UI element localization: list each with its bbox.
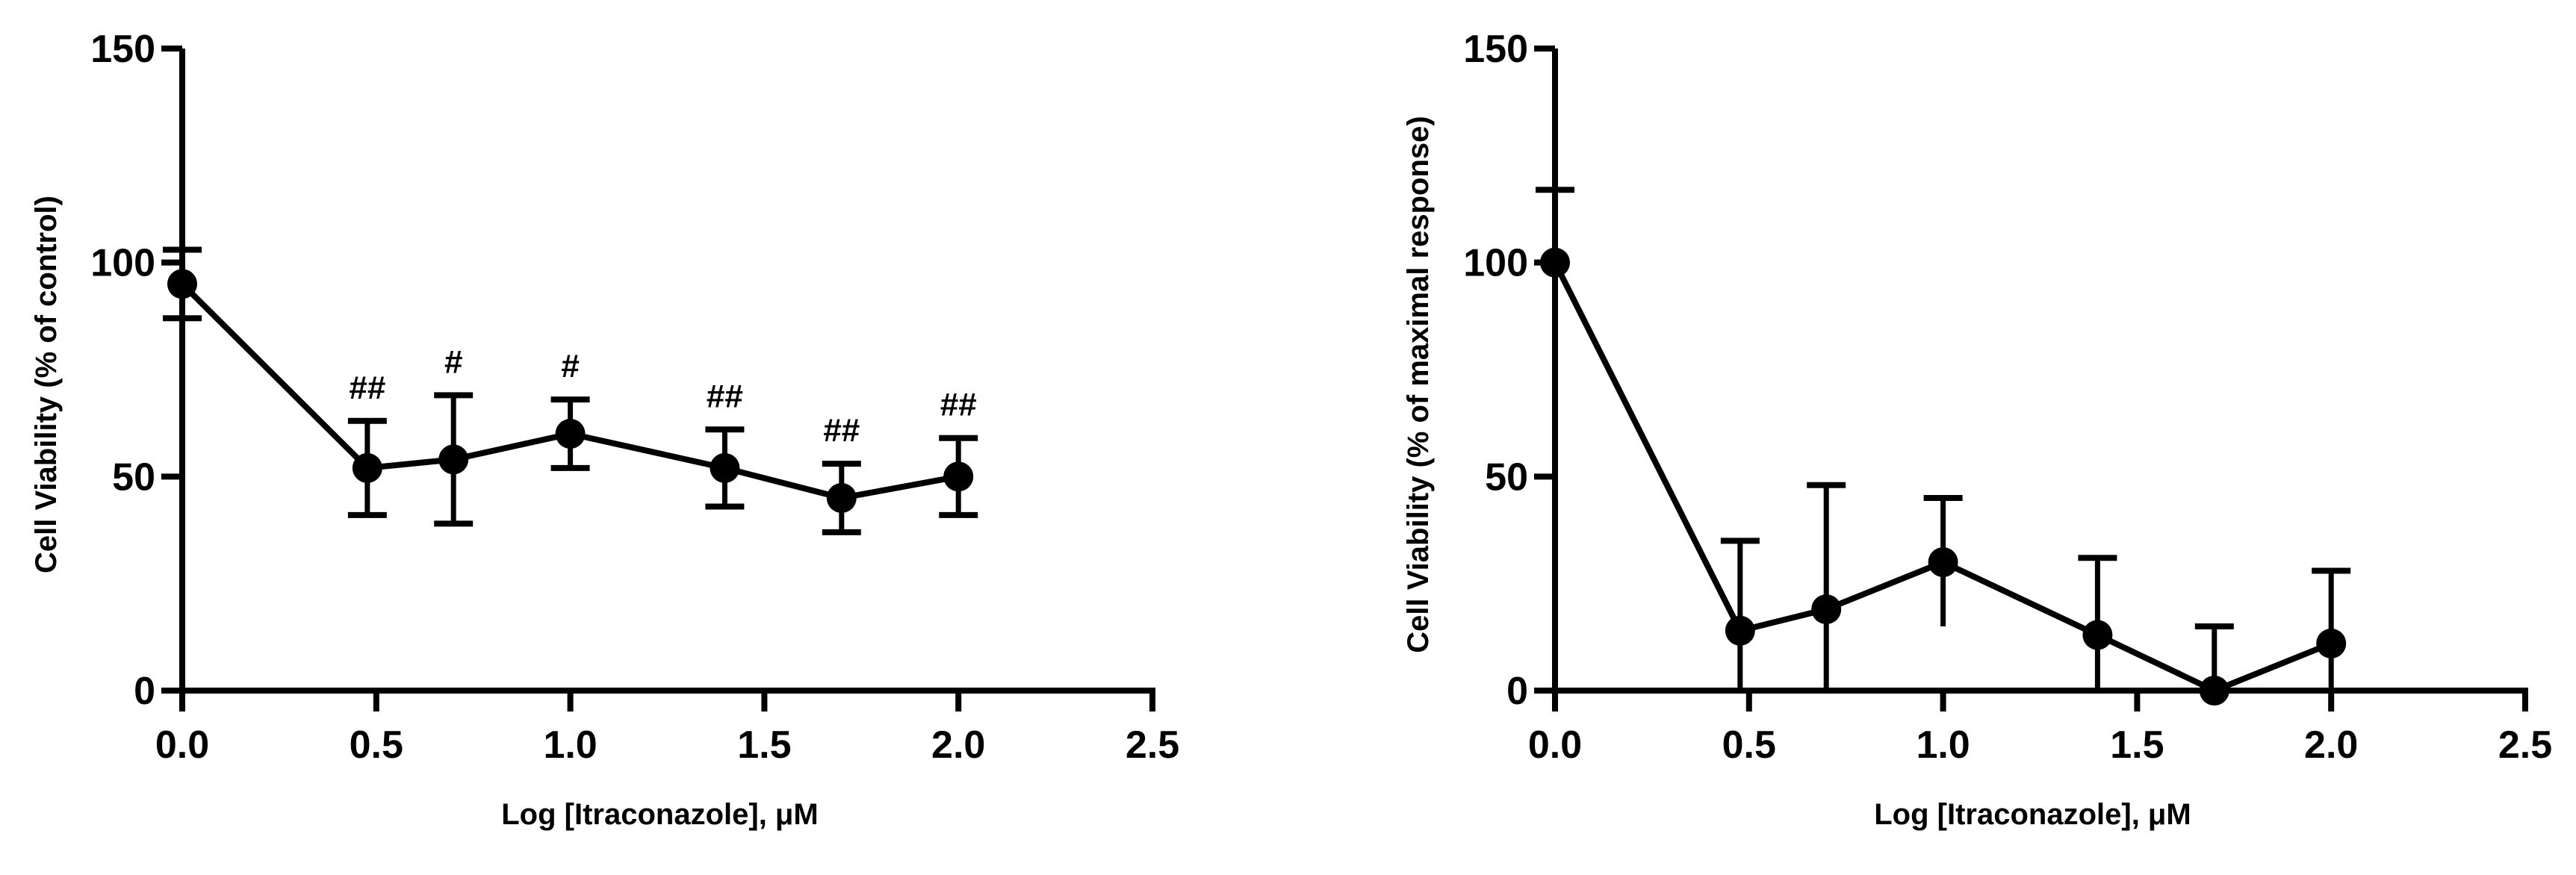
significance-marker: ##	[940, 387, 977, 423]
data-point	[943, 461, 974, 492]
significance-marker: #	[444, 343, 462, 380]
x-tick-label: 2.5	[2498, 723, 2552, 767]
data-point	[826, 483, 857, 513]
x-tick-label: 1.0	[1916, 723, 1970, 767]
x-axis-title: Log [Itraconazole], μM	[501, 798, 818, 831]
chart-panel-right: 0 50 100 150 0.0 0.5 1.0 1.5 2.0 2.5 Log [Itracona…	[1402, 28, 2552, 831]
data-point	[2199, 676, 2229, 706]
data-point	[167, 269, 197, 299]
x-tick-label: 0.5	[1722, 723, 1776, 767]
x-tick-label: 1.0	[543, 723, 597, 767]
significance-marker: ##	[349, 370, 385, 406]
data-point	[1540, 247, 1570, 278]
y-axis-title: Cell Viability (% of maximal response)	[1402, 116, 1435, 653]
y-tick-label: 50	[112, 455, 155, 499]
y-tick-label: 150	[90, 28, 155, 71]
x-tick-label: 2.5	[1126, 723, 1179, 767]
x-tick-label: 0.0	[155, 723, 209, 767]
data-point	[710, 452, 740, 483]
chart-panel-left: 0 50 100 150 0.0 0.5 1.0 1.5 2.0 2.5 Log [Itracona…	[30, 28, 1179, 831]
y-tick-label: 50	[1485, 455, 1528, 499]
data-point	[1811, 594, 1842, 625]
data-point	[1725, 615, 1755, 646]
data-point	[2316, 628, 2347, 658]
y-axis-title: Cell Viability (% of control)	[30, 196, 63, 573]
y-tick-label: 0	[134, 670, 155, 713]
data-point	[438, 444, 469, 475]
x-tick-label: 1.5	[737, 723, 791, 767]
data-point	[352, 452, 382, 483]
x-tick-label: 0.0	[1528, 723, 1582, 767]
data-point	[2082, 620, 2113, 650]
y-tick-label: 100	[1463, 242, 1528, 285]
x-tick-label: 2.0	[931, 723, 985, 767]
x-tick-label: 0.5	[350, 723, 403, 767]
data-point	[555, 419, 586, 449]
significance-marker: ##	[707, 378, 743, 414]
y-tick-label: 150	[1463, 28, 1528, 71]
x-tick-label: 1.5	[2110, 723, 2164, 767]
y-tick-label: 0	[1506, 670, 1528, 713]
x-axis-title: Log [Itraconazole], μM	[1874, 798, 2191, 831]
y-tick-label: 100	[90, 242, 155, 285]
significance-marker: ##	[823, 412, 860, 449]
significance-marker: #	[561, 348, 579, 384]
x-tick-label: 2.0	[2304, 723, 2358, 767]
data-point	[1928, 547, 1958, 577]
